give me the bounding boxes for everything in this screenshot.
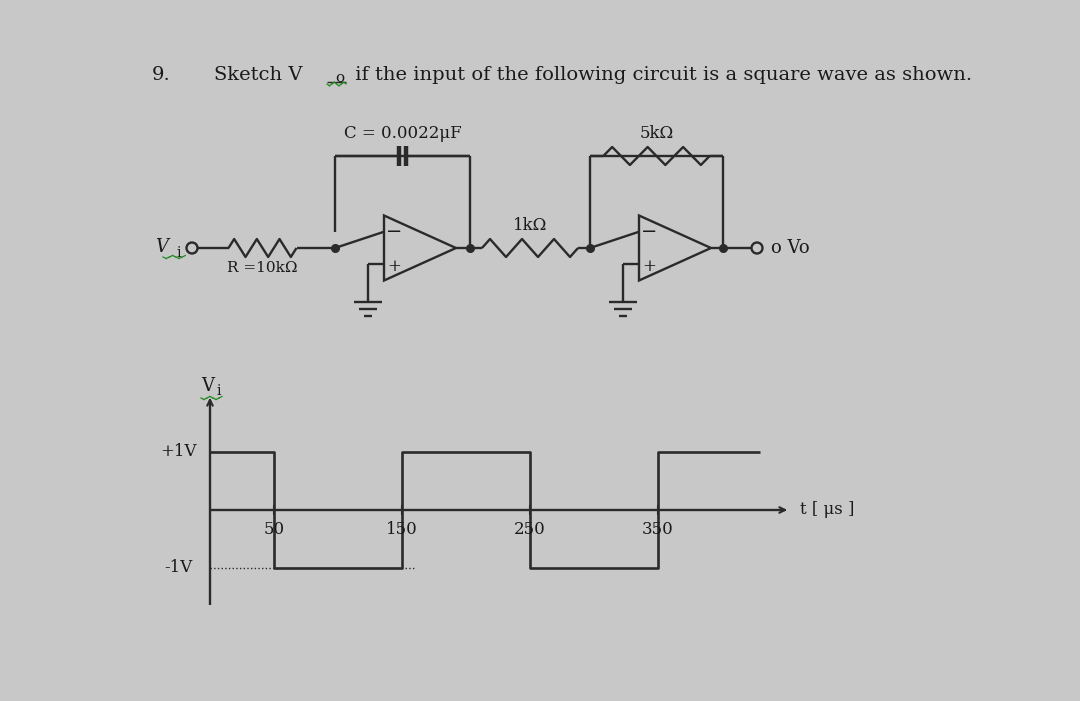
Text: +1V: +1V <box>160 444 197 461</box>
Text: −: − <box>640 223 658 240</box>
Text: 1kΩ: 1kΩ <box>513 217 548 235</box>
Text: −: − <box>386 223 402 240</box>
Text: V: V <box>202 377 215 395</box>
Text: o Vo: o Vo <box>771 239 810 257</box>
Text: 350: 350 <box>643 522 674 538</box>
Text: V: V <box>156 238 168 256</box>
Text: +: + <box>387 258 401 275</box>
Text: o: o <box>335 71 345 85</box>
Text: +: + <box>643 258 656 275</box>
Text: t [ μs ]: t [ μs ] <box>800 501 854 519</box>
Text: i: i <box>216 384 220 398</box>
Text: 50: 50 <box>264 522 284 538</box>
Text: R =10kΩ: R =10kΩ <box>227 261 298 275</box>
Text: 9.: 9. <box>152 66 171 84</box>
Text: 250: 250 <box>514 522 545 538</box>
Text: Sketch V: Sketch V <box>214 66 302 84</box>
Text: -1V: -1V <box>164 559 192 576</box>
Text: if the input of the following circuit is a square wave as shown.: if the input of the following circuit is… <box>349 66 972 84</box>
Text: 5kΩ: 5kΩ <box>639 125 674 142</box>
Text: i: i <box>176 246 180 260</box>
Text: 150: 150 <box>387 522 418 538</box>
Text: C = 0.0022μF: C = 0.0022μF <box>343 125 461 142</box>
